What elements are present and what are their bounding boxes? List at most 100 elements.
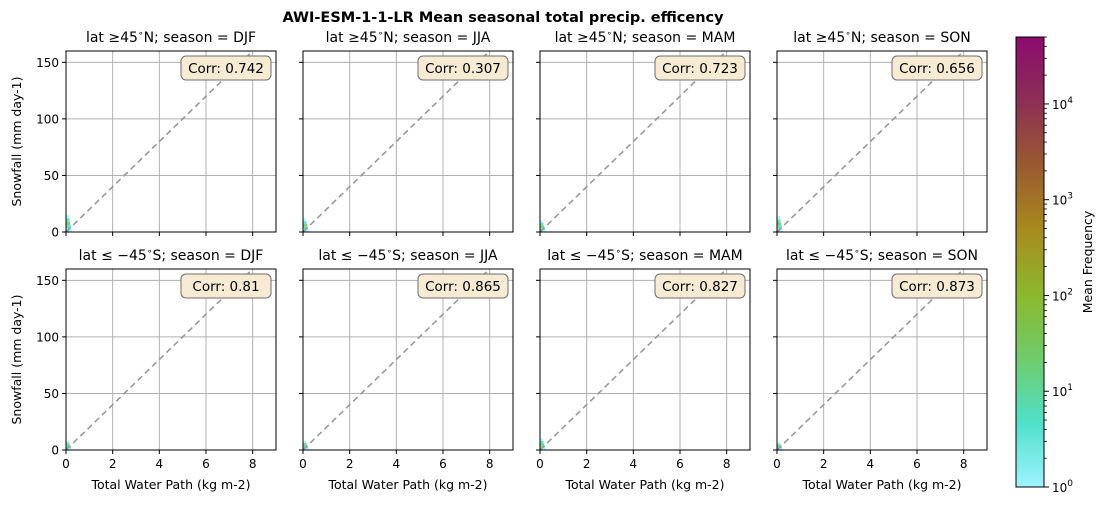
colorbar-tick-label: 104 xyxy=(1052,96,1073,112)
colorbar-tick-label: 103 xyxy=(1052,192,1073,208)
x-tick-label: 6 xyxy=(913,457,921,471)
hist-cell xyxy=(540,438,543,441)
panel-title: lat ≤ −45∘S; season = MAM xyxy=(547,247,742,264)
hist-cell xyxy=(303,226,308,230)
panel-1: lat ≥45∘N; season = JJA Corr: 0.307 xyxy=(299,29,514,236)
x-axis-label: Total Water Path (kg m-2) xyxy=(90,477,250,492)
corr-box xyxy=(654,55,746,81)
corr-box xyxy=(180,55,272,81)
x-tick-label: 0 xyxy=(62,457,70,471)
panel-title: lat ≥45∘N; season = MAM xyxy=(555,29,736,46)
x-tick-label: 2 xyxy=(346,457,354,471)
x-tick-label: 8 xyxy=(723,457,731,471)
hist-cell xyxy=(777,228,783,232)
panel-title: lat ≤ −45∘S; season = JJA xyxy=(318,247,498,264)
x-tick-label: 6 xyxy=(202,457,210,471)
hist-cell xyxy=(540,220,543,223)
corr-label: Corr: 0.81 xyxy=(192,279,259,295)
hist-cell xyxy=(777,445,782,447)
hist-cell xyxy=(66,442,70,445)
hist-cell xyxy=(303,444,308,447)
axes-frame xyxy=(776,268,988,451)
hist-cell xyxy=(303,440,306,443)
x-tick-label: 8 xyxy=(960,457,968,471)
hist-cells xyxy=(777,216,783,232)
panel-7: 0 2 4 6 8 lat ≤ −45∘S; season = SON Corr: 0.87… xyxy=(773,247,988,492)
colorbar-tick-label: 101 xyxy=(1052,383,1073,399)
figure-title: AWI-ESM-1-1-LR Mean seasonal total preci… xyxy=(282,10,724,26)
hist-cell xyxy=(303,448,309,450)
axes-frame xyxy=(65,50,277,233)
y-tick-label: 100 xyxy=(36,330,59,344)
corr-box xyxy=(891,273,983,299)
x-tick-label: 6 xyxy=(676,457,684,471)
corr-box xyxy=(180,273,272,299)
colorbar-tick-label: 102 xyxy=(1052,287,1073,303)
x-tick-label: 4 xyxy=(630,457,638,471)
hist-cell xyxy=(303,218,306,222)
x-tick-label: 8 xyxy=(249,457,257,471)
panel-title: lat ≤ −45∘S; season = DJF xyxy=(79,247,264,264)
panel-0: 0 50 100 150 lat ≥45∘N; season = DJF Corr: 0.… xyxy=(9,29,277,240)
y-tick-label: 0 xyxy=(51,444,59,458)
hist-cell xyxy=(540,443,545,446)
x-axis-label: Total Water Path (kg m-2) xyxy=(327,477,487,492)
x-tick-label: 2 xyxy=(583,457,591,471)
panel-title: lat ≥45∘N; season = JJA xyxy=(326,29,491,46)
hist-cell xyxy=(303,442,307,445)
hist-cell xyxy=(66,444,71,447)
hist-cell xyxy=(66,215,69,219)
hist-cell xyxy=(66,225,71,229)
hist-cell xyxy=(777,222,782,226)
axes-frame xyxy=(302,50,514,233)
hist-cell xyxy=(777,443,781,446)
corr-box xyxy=(654,273,746,299)
x-tick-label: 8 xyxy=(486,457,494,471)
x-axis-label: Total Water Path (kg m-2) xyxy=(564,477,724,492)
x-tick-label: 4 xyxy=(393,457,401,471)
corr-label: Corr: 0.865 xyxy=(425,279,501,295)
axes-frame xyxy=(65,268,277,451)
hist-cell xyxy=(66,440,69,443)
corr-box xyxy=(891,55,983,81)
panels: 0 50 100 150 lat ≥45∘N; season = DJF Corr: 0.… xyxy=(9,29,988,492)
hist-cell xyxy=(777,216,780,220)
x-tick-label: 2 xyxy=(109,457,117,471)
hist-cell xyxy=(777,442,780,444)
hist-cell xyxy=(303,229,309,232)
y-axis-label: Snowfall (mm day-1) xyxy=(9,294,24,424)
x-tick-label: 0 xyxy=(773,457,781,471)
hist-cell xyxy=(777,219,781,223)
colorbar: 100 101 102 103 104 Mean Frequency xyxy=(1015,36,1095,495)
hist-cell xyxy=(66,228,72,232)
panel-5: 0 2 4 6 8 lat ≤ −45∘S; season = JJA Corr: 0.86… xyxy=(299,247,514,492)
corr-label: Corr: 0.742 xyxy=(188,61,264,77)
panel-6: 0 2 4 6 8 lat ≤ −45∘S; season = MAM Corr: 0.82… xyxy=(536,247,751,492)
panel-2: lat ≥45∘N; season = MAM Corr: 0.723 xyxy=(536,29,751,236)
hist-cell xyxy=(540,222,544,226)
hist-cells xyxy=(303,218,309,232)
x-tick-label: 0 xyxy=(536,457,544,471)
hist-cell xyxy=(303,221,307,224)
corr-box xyxy=(417,273,509,299)
colorbar-tick-label: 100 xyxy=(1052,479,1073,495)
hist-cell xyxy=(303,223,308,227)
colorbar-label: Mean Frequency xyxy=(1080,210,1095,313)
hist-cell xyxy=(540,447,546,450)
panel-title: lat ≥45∘N; season = DJF xyxy=(86,29,256,46)
y-tick-label: 100 xyxy=(36,112,59,126)
corr-label: Corr: 0.827 xyxy=(662,279,738,295)
hist-cell xyxy=(777,225,782,229)
axes-frame xyxy=(539,268,751,451)
corr-label: Corr: 0.656 xyxy=(899,61,975,77)
x-axis-label: Total Water Path (kg m-2) xyxy=(801,477,961,492)
x-tick-label: 2 xyxy=(820,457,828,471)
corr-label: Corr: 0.723 xyxy=(662,61,738,77)
hist-cell xyxy=(66,221,71,226)
hist-cell xyxy=(777,448,783,450)
panel-title: lat ≤ −45∘S; season = SON xyxy=(786,247,978,264)
corr-box xyxy=(417,55,509,81)
panel-title: lat ≥45∘N; season = SON xyxy=(793,29,971,46)
hist-cell xyxy=(66,448,72,450)
